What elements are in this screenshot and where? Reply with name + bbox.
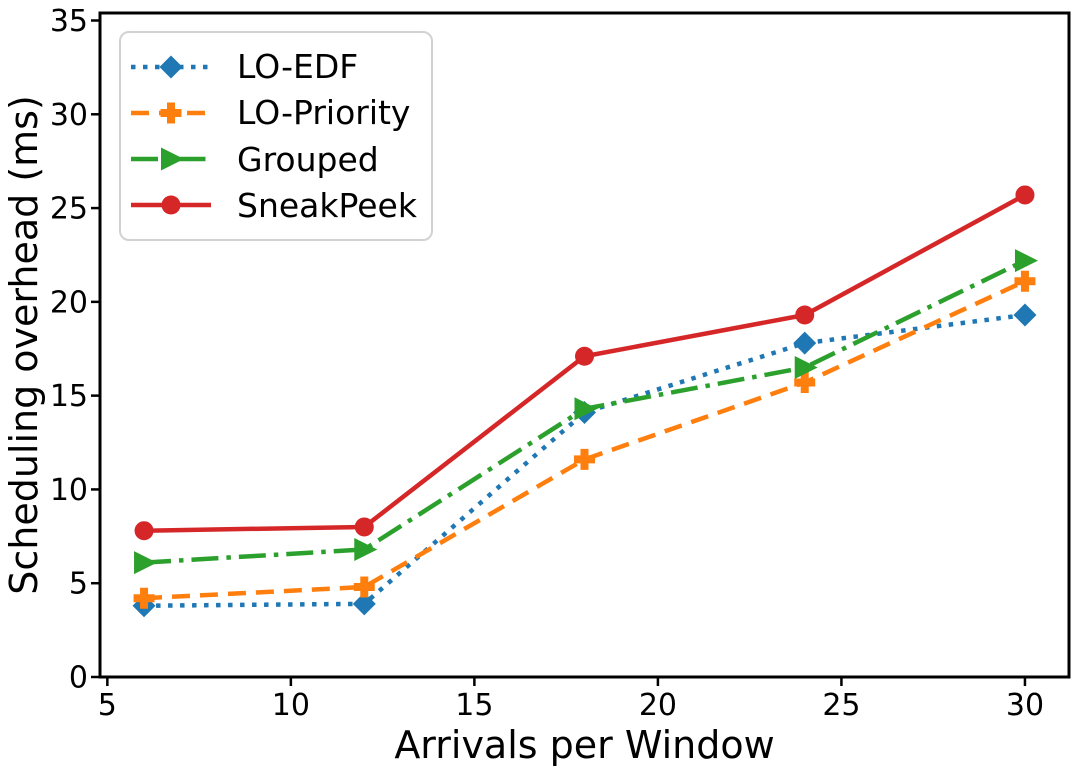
plus-marker-lo-priority bbox=[353, 576, 375, 598]
legend-diamond-line-icon bbox=[131, 55, 211, 79]
x-tick-label: 5 bbox=[98, 688, 117, 723]
series-sneakpeek bbox=[134, 185, 1035, 541]
triangle-right-marker-grouped bbox=[134, 551, 158, 575]
triangle-right-marker-grouped bbox=[574, 397, 598, 421]
plus-marker-lo-priority bbox=[574, 448, 595, 470]
x-tick-label: 25 bbox=[822, 688, 860, 723]
legend-item-grouped: Grouped bbox=[129, 143, 423, 176]
y-axis-label: Scheduling overhead (ms) bbox=[2, 95, 46, 595]
y-tick-label: 30 bbox=[50, 98, 88, 133]
legend-plus-line-icon bbox=[131, 102, 211, 124]
x-axis-label: Arrivals per Window bbox=[394, 723, 774, 767]
series-layer bbox=[132, 185, 1038, 618]
diamond-marker-lo-edf bbox=[352, 592, 376, 616]
circle-icon bbox=[161, 195, 181, 215]
legend-circle-line-icon bbox=[131, 195, 211, 215]
circle-marker-sneakpeek bbox=[1015, 185, 1035, 205]
x-tick-label: 15 bbox=[455, 688, 493, 723]
diamond-marker-lo-edf bbox=[793, 331, 817, 355]
legend-item-sneakpeek: SneakPeek bbox=[129, 189, 423, 222]
x-tick-label: 30 bbox=[1006, 688, 1044, 723]
legend-label-lo-priority: LO-Priority bbox=[237, 93, 411, 133]
circle-marker-sneakpeek bbox=[354, 517, 374, 537]
series-grouped bbox=[134, 249, 1038, 575]
series-line-lo-priority bbox=[143, 279, 1026, 601]
y-tick-label: 10 bbox=[50, 473, 88, 508]
triangle-right-marker-grouped bbox=[1014, 249, 1038, 273]
plus-icon bbox=[160, 102, 182, 124]
diamond-marker-lo-edf bbox=[1013, 303, 1037, 327]
circle-marker-sneakpeek bbox=[134, 521, 154, 541]
diamond-icon bbox=[159, 55, 183, 79]
legend-item-lo-priority: LO-Priority bbox=[129, 96, 423, 129]
legend-item-lo-edf: LO-EDF bbox=[129, 50, 423, 83]
y-tick-label: 0 bbox=[69, 661, 88, 696]
plus-marker-lo-priority bbox=[1014, 270, 1036, 292]
legend-label-lo-edf: LO-EDF bbox=[237, 47, 359, 87]
legend-label-grouped: Grouped bbox=[237, 139, 379, 179]
triangle-right-marker-grouped bbox=[354, 537, 378, 561]
plot-border bbox=[98, 11, 1071, 679]
circle-marker-sneakpeek bbox=[795, 305, 815, 325]
y-tick-label: 25 bbox=[50, 192, 88, 227]
plus-marker-lo-priority bbox=[794, 372, 816, 394]
circle-marker-sneakpeek bbox=[575, 346, 594, 366]
legend-box: LO-EDF LO-Priority Grouped SneakPeek bbox=[119, 31, 433, 241]
triangle-right-icon bbox=[161, 147, 184, 171]
legend-label-sneakpeek: SneakPeek bbox=[237, 185, 417, 225]
x-tick-label: 10 bbox=[272, 688, 310, 723]
x-tick-label: 20 bbox=[639, 688, 677, 723]
y-tick-label: 35 bbox=[50, 4, 88, 39]
triangle-right-marker-grouped bbox=[794, 356, 818, 380]
legend-triangle-line-icon bbox=[131, 147, 211, 171]
y-tick-label: 15 bbox=[50, 379, 88, 414]
series-lo-priority bbox=[133, 270, 1036, 609]
y-tick-label: 5 bbox=[69, 567, 88, 602]
y-tick-label: 20 bbox=[50, 285, 88, 320]
plus-marker-lo-priority bbox=[133, 587, 155, 609]
